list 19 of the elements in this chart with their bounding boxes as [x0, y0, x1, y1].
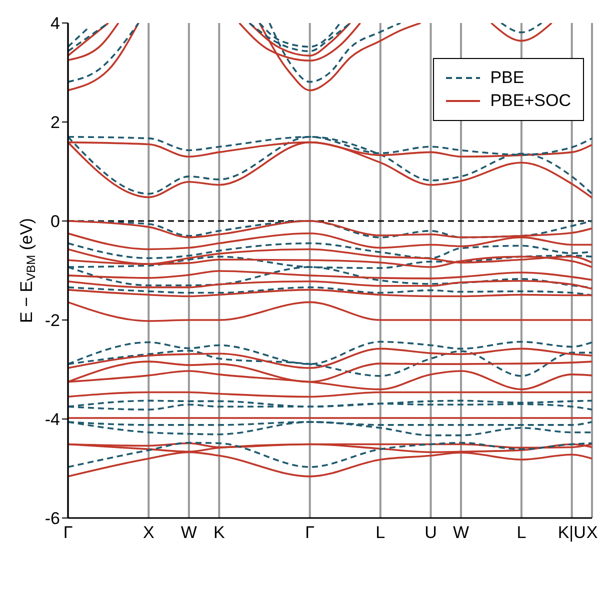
x-tick-label: K	[213, 523, 226, 542]
x-tick-label: W	[180, 523, 197, 542]
x-tick-label: X	[142, 523, 154, 542]
y-tick-label: -6	[44, 509, 60, 528]
y-tick-label: 2	[50, 113, 60, 132]
x-tick-label: L	[376, 523, 386, 542]
legend-label: PBE	[490, 68, 524, 88]
x-tick-label: Γ	[305, 523, 315, 542]
legend-label: PBE+SOC	[490, 91, 571, 111]
x-tick-label: W	[452, 523, 470, 542]
y-tick-label: -4	[44, 410, 60, 430]
x-tick-label: U	[424, 523, 437, 542]
x-tick-label: L	[516, 523, 526, 542]
y-tick-label: 4	[50, 14, 60, 34]
x-tick-label: X	[586, 523, 598, 542]
y-tick-label: 0	[50, 212, 60, 232]
y-tick-label: -2	[44, 311, 60, 330]
x-tick-label: K|U	[558, 523, 586, 542]
x-tick-label: Γ	[63, 523, 73, 542]
